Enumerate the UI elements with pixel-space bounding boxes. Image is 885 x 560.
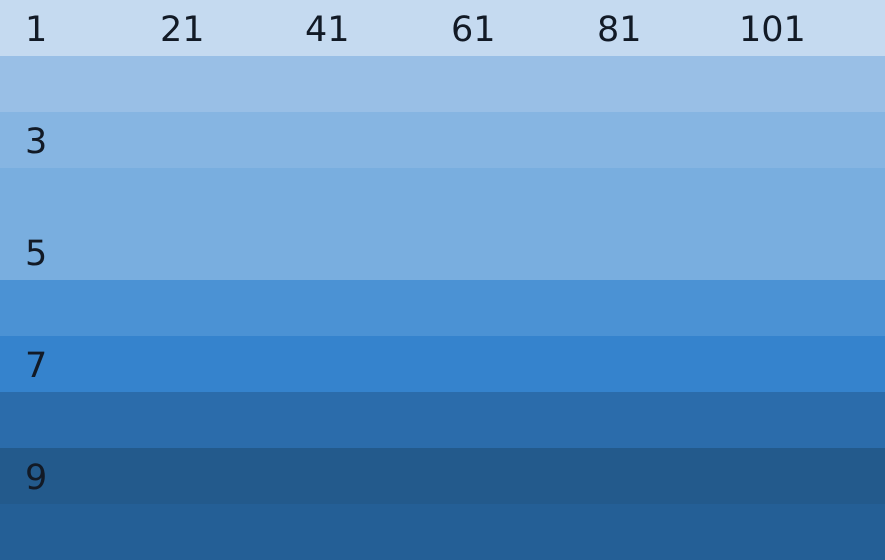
column-label: 61	[451, 10, 496, 50]
color-band-3: 3	[0, 112, 885, 168]
column-label: 21	[160, 10, 205, 50]
color-band-1: 1 21 41 61 81 101	[0, 0, 885, 56]
color-band-10	[0, 504, 885, 560]
color-band-6	[0, 280, 885, 336]
column-label: 41	[305, 10, 350, 50]
row-label: 9	[25, 458, 48, 498]
color-band-5: 5	[0, 224, 885, 280]
color-band-8	[0, 392, 885, 448]
column-label: 81	[597, 10, 642, 50]
column-label: 1	[25, 10, 48, 50]
row-label: 5	[25, 234, 48, 274]
color-band-4	[0, 168, 885, 224]
color-band-2	[0, 56, 885, 112]
column-label: 101	[739, 10, 806, 50]
color-band-7: 7	[0, 336, 885, 392]
row-label: 7	[25, 346, 48, 386]
row-label: 3	[25, 122, 48, 162]
color-band-9: 9	[0, 448, 885, 504]
